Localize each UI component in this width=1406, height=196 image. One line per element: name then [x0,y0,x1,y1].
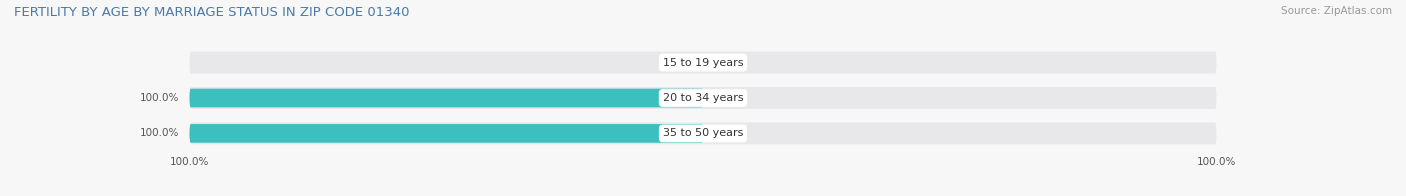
Text: 15 to 19 years: 15 to 19 years [662,58,744,68]
Text: 35 to 50 years: 35 to 50 years [662,128,744,138]
Text: 100.0%: 100.0% [139,128,179,138]
FancyBboxPatch shape [662,58,703,67]
Text: 0.0%: 0.0% [718,93,745,103]
Text: FERTILITY BY AGE BY MARRIAGE STATUS IN ZIP CODE 01340: FERTILITY BY AGE BY MARRIAGE STATUS IN Z… [14,6,409,19]
FancyBboxPatch shape [190,89,703,107]
FancyBboxPatch shape [190,124,703,143]
Text: 100.0%: 100.0% [139,93,179,103]
Text: 20 to 34 years: 20 to 34 years [662,93,744,103]
Text: 0.0%: 0.0% [718,128,745,138]
Text: 0.0%: 0.0% [661,58,688,68]
FancyBboxPatch shape [703,58,744,67]
FancyBboxPatch shape [190,87,1216,109]
FancyBboxPatch shape [190,122,1216,144]
Text: 0.0%: 0.0% [718,58,745,68]
Text: Source: ZipAtlas.com: Source: ZipAtlas.com [1281,6,1392,16]
FancyBboxPatch shape [190,52,1216,74]
